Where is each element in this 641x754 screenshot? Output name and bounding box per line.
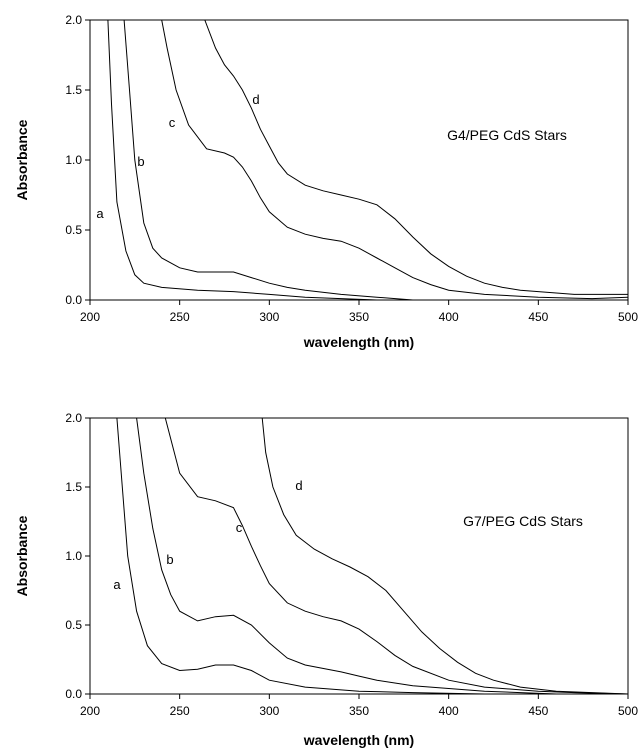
series-line-b bbox=[136, 418, 628, 694]
y-tick-label: 1.0 bbox=[65, 153, 82, 167]
x-tick-label: 450 bbox=[528, 310, 548, 324]
x-axis-title: wavelength (nm) bbox=[303, 334, 414, 350]
x-tick-label: 300 bbox=[259, 704, 279, 718]
y-tick-label: 2.0 bbox=[65, 411, 82, 425]
series-label-b: b bbox=[137, 154, 144, 169]
chart-annotation: G4/PEG CdS Stars bbox=[447, 127, 567, 143]
chart-top: 0.0 0.5 1.0 1.5 2.0 200 250 300 350 400 450 500 a b c d… bbox=[14, 13, 638, 350]
series-label-a: a bbox=[113, 577, 121, 592]
x-tick-label: 350 bbox=[349, 310, 369, 324]
series-label-a: a bbox=[96, 206, 104, 221]
plot-frame bbox=[89, 19, 629, 301]
x-tick-label: 400 bbox=[439, 704, 459, 718]
y-axis-title: Absorbance bbox=[14, 515, 30, 596]
series-label-d: d bbox=[295, 478, 302, 493]
y-tick-label: 1.0 bbox=[65, 549, 82, 563]
series-line-a bbox=[116, 418, 628, 694]
x-tick-label: 200 bbox=[80, 310, 100, 324]
y-tick-label: 0.0 bbox=[65, 293, 82, 307]
x-tick-label: 250 bbox=[170, 310, 190, 324]
x-tick-label: 500 bbox=[618, 704, 638, 718]
y-tick-label: 0.5 bbox=[65, 618, 82, 632]
series-line-d bbox=[261, 418, 628, 694]
y-tick-label: 0.0 bbox=[65, 687, 82, 701]
series-label-c: c bbox=[169, 115, 176, 130]
series-label-c: c bbox=[236, 520, 243, 535]
x-tick-label: 300 bbox=[259, 310, 279, 324]
x-tick-label: 450 bbox=[528, 704, 548, 718]
x-axis-title: wavelength (nm) bbox=[303, 732, 414, 748]
chart-bottom: 0.0 0.5 1.0 1.5 2.0 200 250 300 350 400 450 500 a b c d… bbox=[14, 411, 638, 748]
x-tick-label: 250 bbox=[170, 704, 190, 718]
x-tick-label: 350 bbox=[349, 704, 369, 718]
series-line-b bbox=[123, 20, 628, 300]
chart-annotation: G7/PEG CdS Stars bbox=[463, 513, 583, 529]
x-tick-label: 400 bbox=[439, 310, 459, 324]
y-tick-label: 1.5 bbox=[65, 480, 82, 494]
series-line-d bbox=[204, 20, 628, 295]
series-label-d: d bbox=[252, 92, 259, 107]
y-tick-label: 2.0 bbox=[65, 13, 82, 27]
x-tick-label: 500 bbox=[618, 310, 638, 324]
series-line-c bbox=[161, 20, 628, 300]
y-tick-label: 1.5 bbox=[65, 83, 82, 97]
x-tick-label: 200 bbox=[80, 704, 100, 718]
series-label-b: b bbox=[166, 552, 173, 567]
series-line-a bbox=[107, 20, 628, 300]
y-axis-title: Absorbance bbox=[14, 119, 30, 200]
series-line-c bbox=[164, 418, 628, 694]
y-tick-label: 0.5 bbox=[65, 223, 82, 237]
